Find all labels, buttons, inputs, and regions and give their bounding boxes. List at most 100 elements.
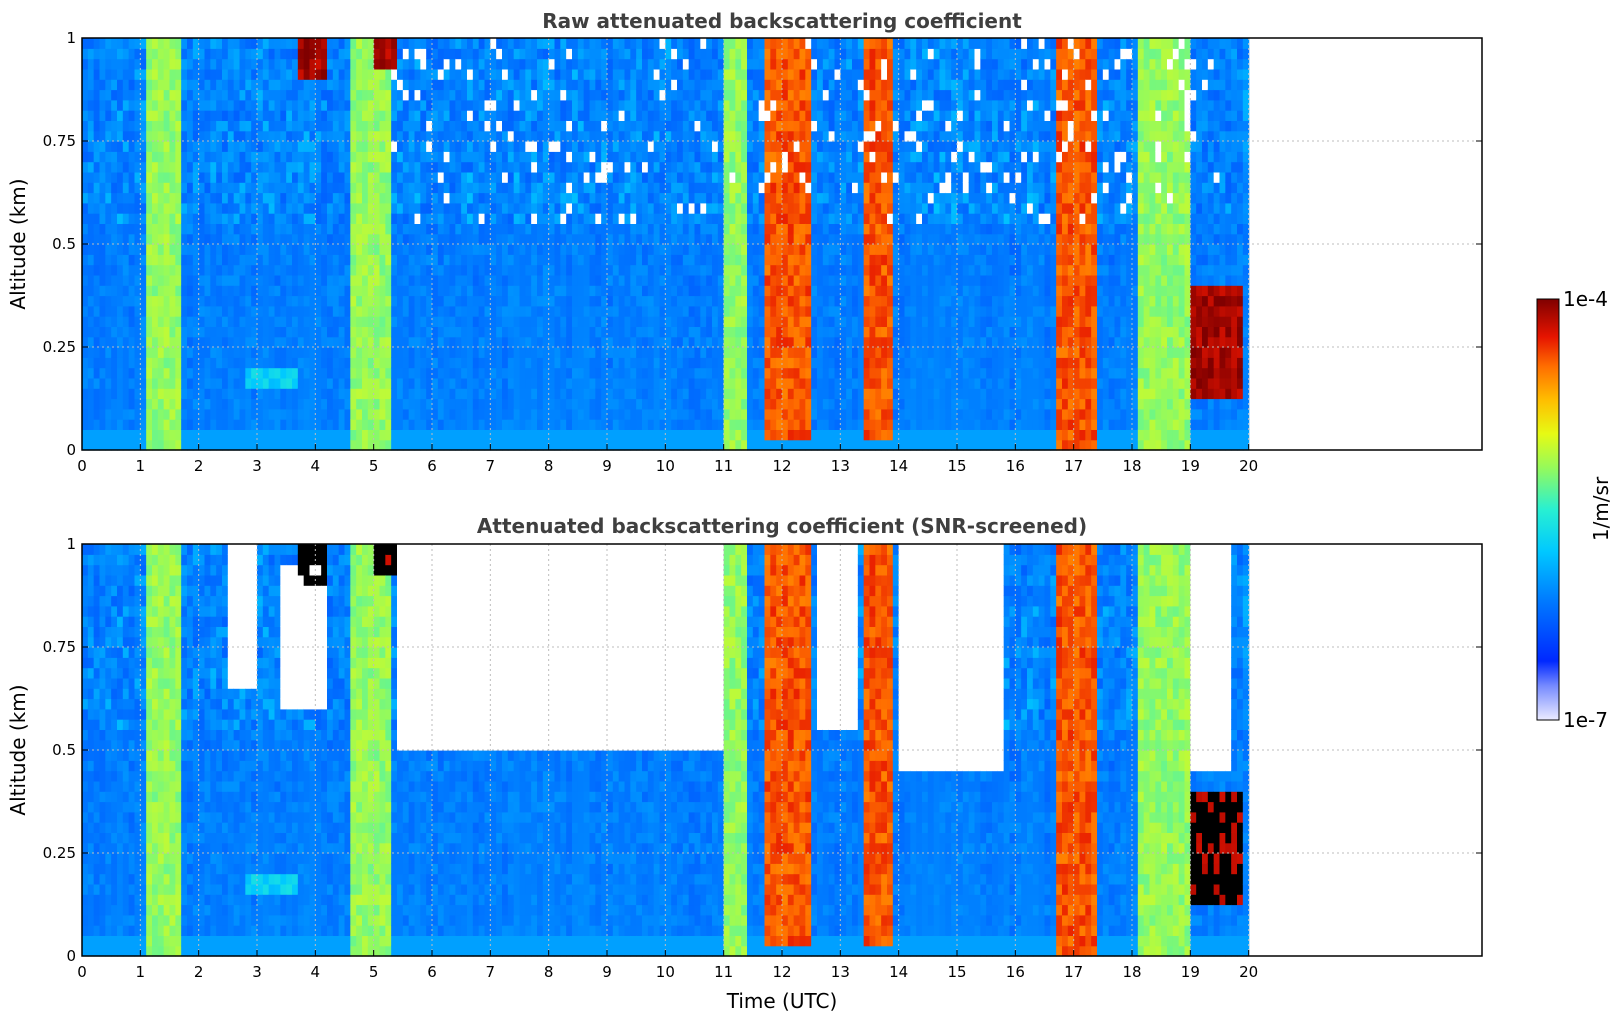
heatmap-cell [583,130,591,142]
heatmap-cell [367,285,375,297]
heatmap-cell [502,367,509,379]
heatmap-cell [525,429,532,441]
heatmap-cell [280,89,287,101]
heatmap-cell [572,120,579,132]
heatmap-cell [379,388,386,400]
heatmap-cell [402,68,410,80]
heatmap-cell [192,79,200,91]
heatmap-cell [706,141,713,152]
heatmap-cell [752,151,760,163]
heatmap-cell [437,295,445,307]
heatmap-cell [787,48,795,60]
heatmap-cell [292,367,299,379]
heatmap-cell [490,398,497,410]
heatmap-cell [385,295,392,307]
heatmap-cell [642,357,649,369]
heatmap-cell [134,367,141,379]
heatmap-cell [146,202,153,214]
heatmap-cell [356,171,363,183]
heatmap-cell [712,264,719,276]
heatmap-cell [198,429,206,441]
heatmap-cell [799,192,806,204]
heatmap-cell [309,48,316,60]
heatmap-cell [332,285,340,297]
heatmap-cell [187,244,194,255]
heatmap-cell [385,316,392,327]
heatmap-cell [583,316,591,327]
heatmap-cell [741,254,748,266]
heatmap-cell [653,223,661,235]
heatmap-cell [607,254,614,266]
heatmap-cell [612,89,620,101]
heatmap-cell [402,439,410,451]
heatmap-cell [362,285,369,297]
heatmap-cell [659,439,666,451]
heatmap-cell [134,58,141,70]
heatmap-cell [379,48,386,60]
heatmap-cell [601,130,608,142]
heatmap-cell [770,244,777,255]
heatmap-cell [595,171,602,183]
heatmap-cell [443,79,451,91]
heatmap-cell [677,398,684,410]
heatmap-cell [128,141,136,152]
heatmap-cell [577,388,585,400]
heatmap-cell [449,274,456,286]
heatmap-cell [647,192,655,204]
heatmap-cell [589,274,596,286]
heatmap-cell [169,326,176,338]
heatmap-cell [332,357,340,369]
heatmap-cell [432,388,439,400]
heatmap-cell [519,264,526,276]
heatmap-cell [134,38,141,49]
heatmap-cell [793,439,801,451]
heatmap-cell [700,326,707,338]
heatmap-cell [542,244,550,255]
heatmap-cell [665,213,672,224]
heatmap-cell [572,398,579,410]
heatmap-cell [222,171,229,183]
heatmap-cell [239,79,246,91]
heatmap-cell [105,233,112,245]
heatmap-cell [350,192,357,204]
heatmap-cell [787,347,795,358]
heatmap-cell [286,171,293,183]
heatmap-cell [169,130,176,142]
heatmap-cell [181,419,188,430]
heatmap-cell [589,367,596,379]
heatmap-cell [566,285,573,297]
heatmap-cell [87,202,95,214]
heatmap-cell [787,419,795,430]
heatmap-cell [175,244,182,255]
heatmap-cell [490,274,497,286]
heatmap-cell [624,316,631,327]
heatmap-cell [274,336,281,348]
heatmap-cell [426,398,433,410]
heatmap-cell [519,182,526,194]
heatmap-cell [671,182,678,194]
heatmap-cell [513,429,521,441]
heatmap-cell [297,171,305,183]
heatmap-cell [601,305,608,317]
heatmap-cell [420,408,427,420]
heatmap-cell [111,213,118,224]
heatmap-cell [181,305,188,317]
heatmap-cell [163,326,171,338]
heatmap-cell [93,79,101,91]
heatmap-cell [764,141,771,152]
heatmap-cell [344,274,351,286]
heatmap-cell [175,48,182,60]
heatmap-cell [93,285,101,297]
heatmap-cell [513,182,521,194]
heatmap-cell [362,398,369,410]
heatmap-cell [782,408,789,420]
heatmap-cell [671,233,678,245]
heatmap-cell [105,161,112,173]
heatmap-cell [507,285,515,297]
heatmap-cell [630,305,637,317]
heatmap-cell [472,202,480,214]
heatmap-cell [741,68,748,80]
heatmap-cell [134,285,141,297]
heatmap-cell [671,79,678,91]
heatmap-cell [630,357,637,369]
